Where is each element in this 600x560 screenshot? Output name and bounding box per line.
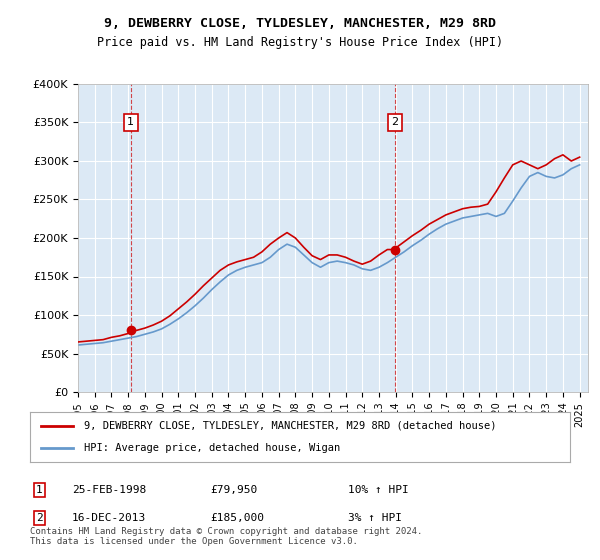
- Text: £79,950: £79,950: [210, 485, 257, 495]
- Text: 9, DEWBERRY CLOSE, TYLDESLEY, MANCHESTER, M29 8RD: 9, DEWBERRY CLOSE, TYLDESLEY, MANCHESTER…: [104, 17, 496, 30]
- Text: 1: 1: [127, 118, 134, 128]
- Text: 3% ↑ HPI: 3% ↑ HPI: [348, 513, 402, 523]
- Text: 25-FEB-1998: 25-FEB-1998: [72, 485, 146, 495]
- Text: £185,000: £185,000: [210, 513, 264, 523]
- Text: Price paid vs. HM Land Registry's House Price Index (HPI): Price paid vs. HM Land Registry's House …: [97, 36, 503, 49]
- Text: 10% ↑ HPI: 10% ↑ HPI: [348, 485, 409, 495]
- Text: 1: 1: [36, 485, 43, 495]
- Text: HPI: Average price, detached house, Wigan: HPI: Average price, detached house, Wiga…: [84, 443, 340, 453]
- Text: 16-DEC-2013: 16-DEC-2013: [72, 513, 146, 523]
- Text: 2: 2: [36, 513, 43, 523]
- Text: Contains HM Land Registry data © Crown copyright and database right 2024.
This d: Contains HM Land Registry data © Crown c…: [30, 526, 422, 546]
- Text: 9, DEWBERRY CLOSE, TYLDESLEY, MANCHESTER, M29 8RD (detached house): 9, DEWBERRY CLOSE, TYLDESLEY, MANCHESTER…: [84, 421, 497, 431]
- Text: 2: 2: [391, 118, 398, 128]
